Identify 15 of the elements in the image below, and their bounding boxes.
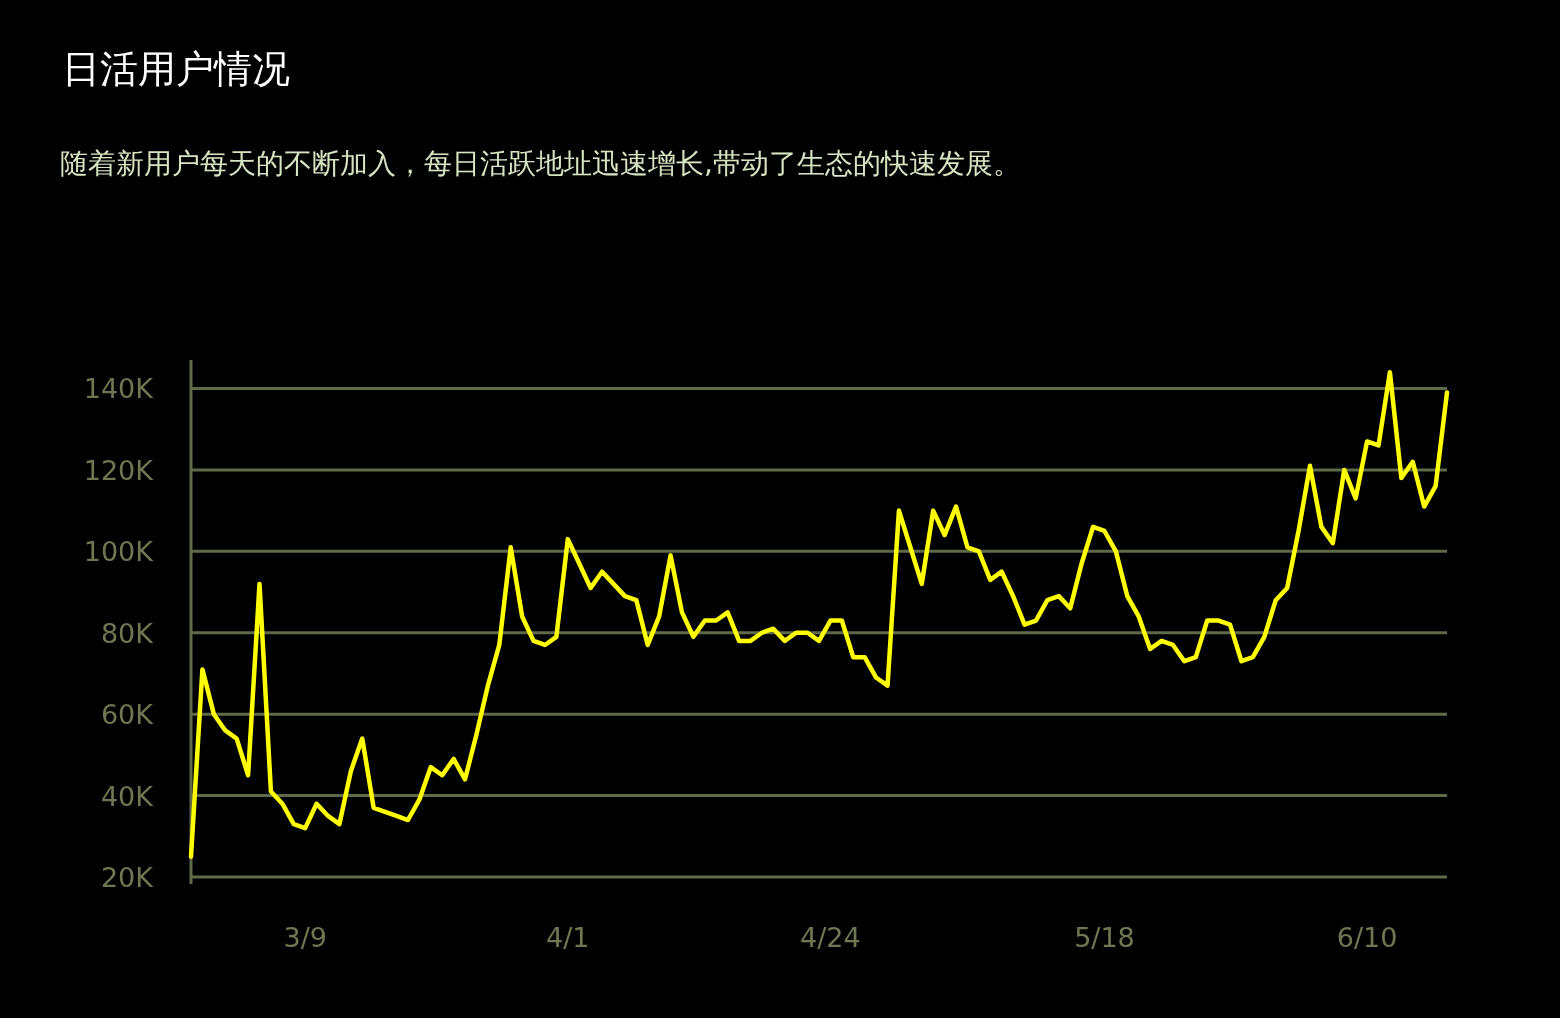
y-tick-label: 100K <box>83 536 155 568</box>
y-tick-label: 140K <box>83 373 155 405</box>
y-tick-label: 120K <box>83 454 155 486</box>
x-tick-label: 6/10 <box>1336 922 1398 953</box>
y-tick-label: 20K <box>100 862 155 893</box>
x-tick-label: 5/18 <box>1074 922 1135 953</box>
y-tick-label: 60K <box>100 699 155 731</box>
y-tick-label: 80K <box>100 617 155 649</box>
x-tick-label: 3/9 <box>283 922 327 953</box>
x-tick-label: 4/1 <box>546 922 590 953</box>
chart-title: 日活用户情况 <box>62 46 290 93</box>
y-tick-label: 40K <box>100 780 155 812</box>
chart-subtitle: 随着新用户每天的不断加入，每日活跃地址迅速增长,带动了生态的快速发展。 <box>60 146 1022 182</box>
line-series <box>188 369 1450 859</box>
x-tick-label: 4/24 <box>800 922 861 953</box>
